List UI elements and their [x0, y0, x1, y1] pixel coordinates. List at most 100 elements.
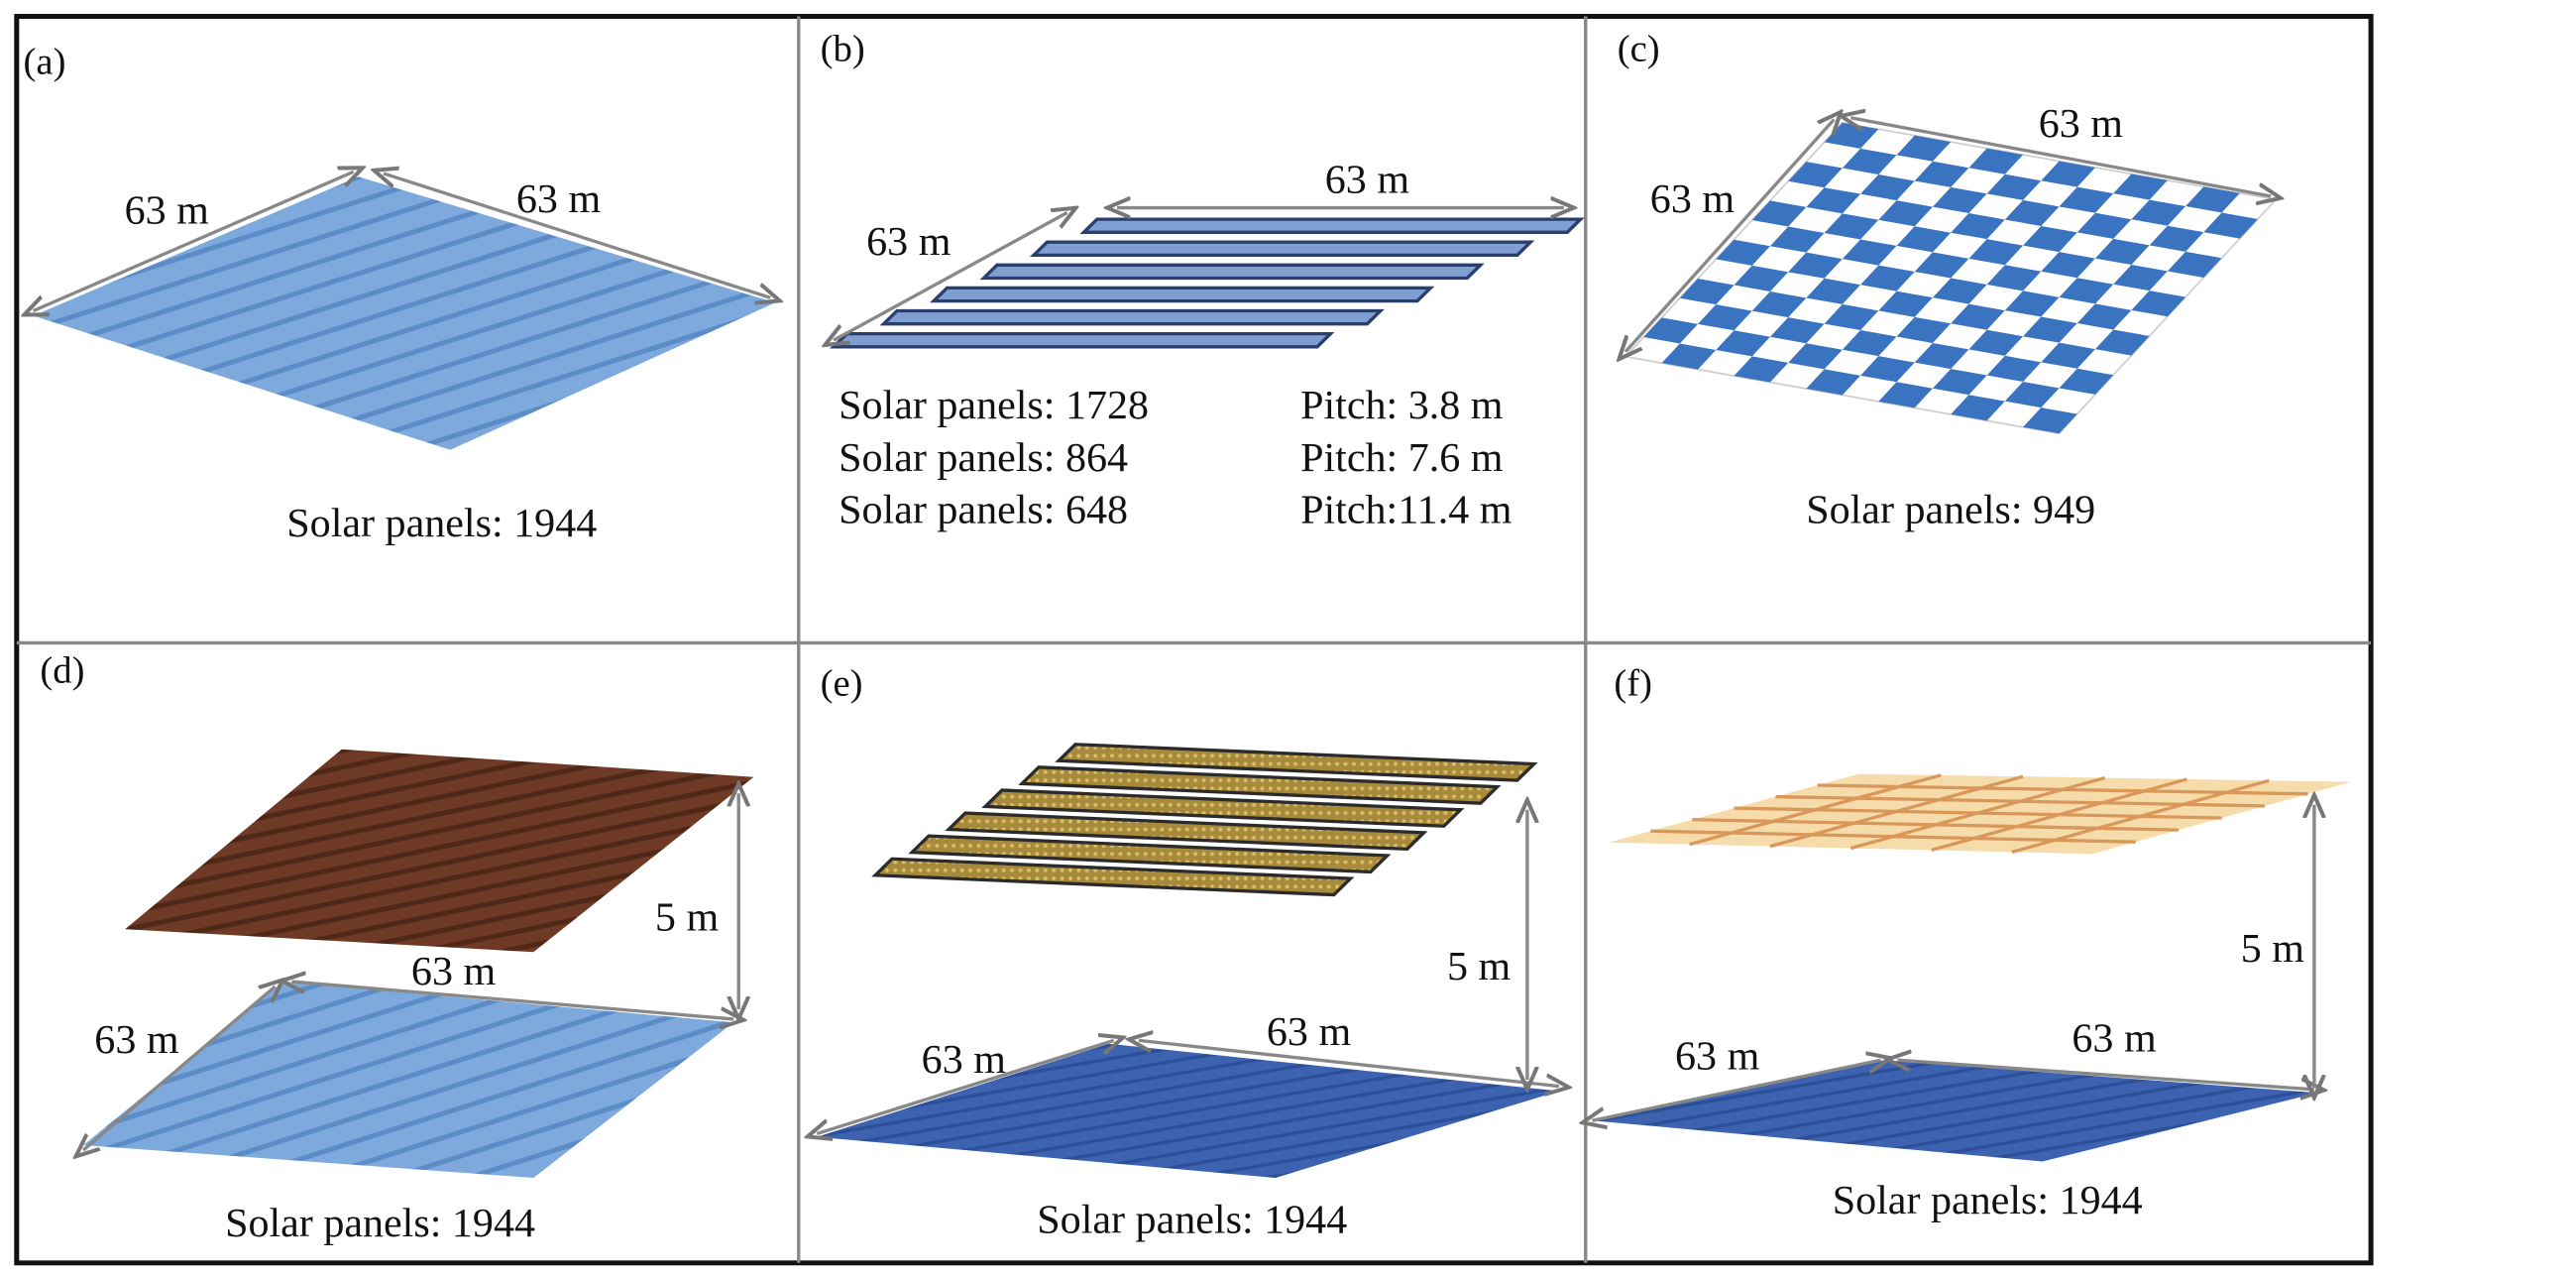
- caption: Solar panels: 949: [1806, 488, 2095, 533]
- canopy: [125, 749, 754, 953]
- panel: [1860, 356, 1915, 383]
- panel: [2131, 199, 2186, 226]
- dimension-arrow: [817, 1040, 1113, 1133]
- canopy-row: [981, 788, 1465, 828]
- panel: [1878, 200, 1933, 227]
- panel: [2167, 251, 2222, 278]
- dimension-arrow: [1897, 1060, 2314, 1090]
- caption: Solar panels: 1944: [286, 501, 597, 546]
- dimension-label: 63 m: [516, 176, 601, 222]
- panel-label: (b): [821, 29, 865, 70]
- panel: [1951, 395, 2005, 421]
- panel: [1896, 316, 1952, 343]
- panel-label: (c): [1618, 29, 1660, 70]
- panel: [1842, 239, 1897, 266]
- height-label: 5 m: [2241, 926, 2304, 972]
- panel: [1842, 330, 1897, 357]
- panel: [2094, 329, 2150, 356]
- panel: [2076, 303, 2132, 330]
- caption: Solar panels: 1944: [1833, 1178, 2143, 1223]
- canopy-row: [1018, 765, 1502, 805]
- panel-count: Solar panels: 1728: [839, 383, 1149, 428]
- caption: Solar panels: 1944: [1037, 1198, 1347, 1243]
- dimension-label: 63 m: [1675, 1034, 1759, 1080]
- dimension-arrow: [291, 982, 733, 1019]
- pitch: Pitch: 7.6 m: [1300, 435, 1503, 481]
- dimension-arrow: [34, 172, 354, 310]
- pitch: Pitch:11.4 m: [1300, 488, 1512, 533]
- panel: [2004, 290, 2060, 317]
- panel: [2023, 407, 2077, 434]
- panel: [2023, 316, 2077, 343]
- panel: [1914, 252, 1969, 279]
- panel: [2004, 382, 2060, 408]
- panel: [2059, 368, 2114, 395]
- panel-count: Solar panels: 648: [839, 488, 1128, 533]
- panel: [1986, 265, 2042, 291]
- panel: [1860, 265, 1915, 291]
- panel-row: [879, 308, 1385, 326]
- panel: [2094, 238, 2150, 266]
- dimension-arrow: [1625, 119, 1834, 351]
- canopy-row: [871, 857, 1355, 897]
- panel: [1932, 278, 1987, 304]
- panel-label: (d): [40, 650, 84, 692]
- canopy-row: [908, 834, 1392, 874]
- dimension-arrow: [83, 986, 275, 1150]
- height-label: 5 m: [1447, 944, 1511, 989]
- height-label: 5 m: [655, 895, 719, 941]
- panel: [1932, 369, 1987, 396]
- panel: [1806, 369, 1861, 396]
- dimension-arrow: [1593, 1060, 1881, 1120]
- panel: [2076, 212, 2132, 239]
- panel: [2041, 252, 2095, 279]
- panel-row: [929, 286, 1435, 303]
- dimension-arrow: [834, 213, 1067, 341]
- dimension-arrow: [1139, 1040, 1559, 1086]
- panel: [1878, 382, 1933, 408]
- panel-label: (e): [821, 663, 863, 705]
- frame: [14, 14, 2374, 1266]
- dimension-label: 63 m: [125, 188, 209, 234]
- panel: [1734, 356, 1789, 383]
- panel-row: [1029, 240, 1535, 258]
- panel: [2131, 290, 2186, 317]
- dimension-arrow: [384, 174, 770, 297]
- dimension-label: 63 m: [1267, 1009, 1351, 1055]
- panel-row: [1079, 217, 1585, 234]
- dimension-arrow: [1850, 118, 2271, 196]
- caption: Solar panels: 1944: [225, 1201, 535, 1246]
- panel: [1968, 239, 2024, 266]
- dimension-label: 63 m: [1325, 158, 1409, 203]
- dimension-label: 63 m: [1650, 176, 1735, 222]
- panel-label: (f): [1614, 663, 1652, 705]
- panel: [2023, 225, 2077, 253]
- panel: [2149, 225, 2204, 252]
- panel: [2004, 199, 2060, 226]
- dimension-label: 63 m: [94, 1018, 178, 1064]
- dimension-label: 63 m: [411, 949, 496, 994]
- canopy-row: [1055, 743, 1538, 782]
- panel: [2059, 278, 2114, 304]
- panel: [1951, 213, 2005, 240]
- panel-row: [979, 263, 1485, 281]
- panel: [2203, 212, 2258, 239]
- panel-row: [830, 331, 1335, 349]
- pitch: Pitch: 3.8 m: [1300, 383, 1503, 428]
- panel: [1951, 303, 2005, 330]
- dimension-label: 63 m: [2039, 102, 2123, 148]
- canopy-grid: [2011, 778, 2270, 854]
- panel: [1896, 226, 1952, 253]
- panel: [1878, 290, 1933, 317]
- panel: [1986, 355, 2042, 382]
- panel-count: Solar panels: 864: [839, 435, 1128, 481]
- panel: [2041, 342, 2095, 369]
- panel-label: (a): [24, 42, 66, 83]
- panel: [2113, 265, 2168, 291]
- panel: [1914, 342, 1969, 370]
- canopy-row: [945, 811, 1428, 852]
- dimension-label: 63 m: [2072, 1016, 2156, 1062]
- dimension-label: 63 m: [922, 1037, 1006, 1083]
- panel: [1968, 329, 2024, 356]
